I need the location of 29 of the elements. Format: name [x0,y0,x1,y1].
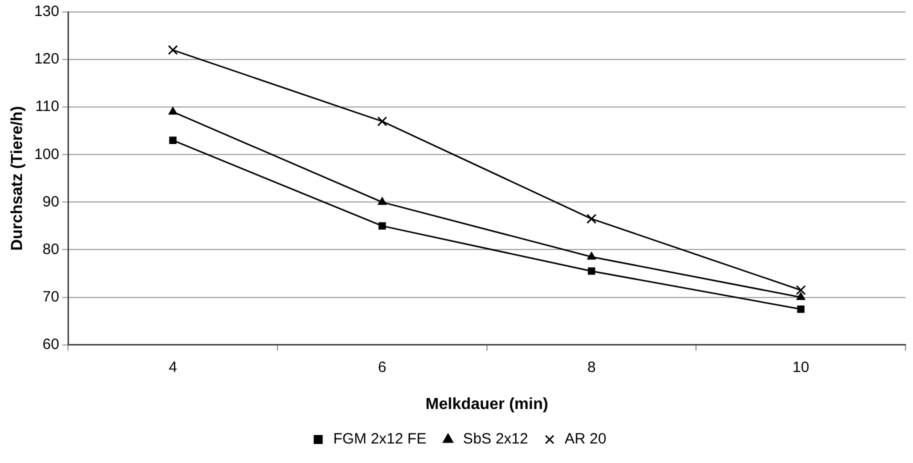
x-tick-label: 6 [378,358,386,376]
y-tick-label: 100 [34,146,60,163]
y-tick-label: 60 [42,336,60,353]
y-tick-label: 110 [35,98,60,116]
x-tick-label: 10 [792,358,810,376]
point [377,116,388,126]
y-tick-label: 90 [42,193,60,210]
point [168,106,178,115]
x-axis-title: Melkdauer (min) [426,396,548,413]
point [378,197,387,205]
x-tick-label: 8 [587,358,596,376]
point [797,305,805,313]
point [588,267,596,275]
point [586,214,597,224]
y-tick-label: 80 [42,240,60,258]
y-tick-label: 70 [42,288,60,306]
y-tick-label: 130 [34,3,60,20]
legend-label: AR 20 [564,430,606,448]
legend-label: FGM 2x12 FE [333,430,427,448]
point [587,252,596,260]
y-axis-title: Durchsatz (Tiere/h) [9,106,26,251]
legend-label: SbS 2x12 [463,430,528,448]
point [378,222,386,230]
point [796,285,806,296]
point [796,292,806,300]
point [169,136,177,144]
y-tick-label: 120 [34,50,60,68]
x-tick-label: 4 [168,358,178,376]
point [168,45,178,56]
